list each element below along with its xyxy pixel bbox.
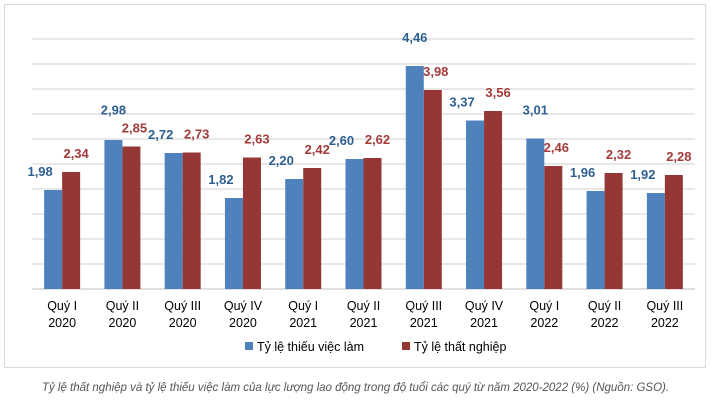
x-tick-label-year: 2020 [109,316,137,330]
data-label-unemployment: 3,56 [485,85,510,100]
data-label-unemployment: 2,73 [184,127,209,142]
x-tick-label-year: 2020 [169,316,197,330]
bar-underemployment [466,120,485,289]
data-label-unemployment: 2,34 [63,146,89,161]
chart-container: 1,98 2,34 2,98 2,85 2,72 2,73 1,82 2,63 2,20 2,42… [4,4,706,368]
legend-swatch-unemployment [402,342,410,350]
bar-unemployment [122,146,141,289]
x-tick-label-year: 2021 [289,316,317,330]
x-tick-label-quarter: Quý II [106,299,139,313]
bar-underemployment [405,66,424,289]
bar-underemployment [44,190,63,289]
x-tick-label-year: 2022 [530,316,558,330]
bar-unemployment [604,173,623,289]
bar-unemployment [423,90,442,289]
data-label-underemployment: 2,60 [329,133,354,148]
data-label-underemployment: 1,96 [570,165,595,180]
data-label-unemployment: 2,46 [544,140,569,155]
x-tick-label-year: 2021 [470,316,498,330]
legend-label-unemployment: Tỷ lệ thất nghiệp [414,340,506,354]
data-label-underemployment: 3,01 [523,103,548,118]
x-tick-label-year: 2021 [410,316,438,330]
bar-underemployment [224,198,243,289]
data-label-underemployment: 2,72 [148,127,173,142]
legend-label-underemployment: Tỷ lệ thiếu việc làm [257,340,364,354]
data-label-unemployment: 2,42 [305,142,330,157]
bar-underemployment [646,193,665,289]
bar-unemployment [363,158,382,289]
data-label-underemployment: 1,98 [27,164,52,179]
bar-unemployment [303,168,322,289]
bar-unemployment [182,152,201,289]
x-tick-label-year: 2021 [350,316,378,330]
legend-swatch-underemployment [245,342,253,350]
bar-unemployment [544,166,563,289]
bar-unemployment [664,175,683,289]
bar-underemployment [586,191,605,289]
data-label-unemployment: 2,32 [606,147,631,162]
data-label-unemployment: 3,98 [423,64,448,79]
x-tick-label-quarter: Quý II [588,299,621,313]
figure-caption: Tỷ lệ thất nghiệp và tỷ lệ thiếu việc là… [41,382,670,394]
x-tick-label-quarter: Quý III [405,299,442,313]
data-label-underemployment: 1,92 [630,167,655,182]
data-label-underemployment: 1,82 [208,172,233,187]
data-label-unemployment: 2,28 [666,149,691,164]
bar-unemployment [484,111,503,289]
data-label-underemployment: 4,46 [402,30,427,45]
x-tick-label-quarter: Quý I [288,299,318,313]
x-tick-label-year: 2022 [591,316,619,330]
x-tick-label-quarter: Quý III [646,299,683,313]
bar-underemployment [345,159,364,289]
bar-underemployment [104,140,123,289]
x-tick-label-year: 2020 [48,316,76,330]
data-label-underemployment: 2,98 [101,103,126,118]
x-tick-label-quarter: Quý II [347,299,380,313]
bar-unemployment [242,157,261,289]
bar-chart: 1,98 2,34 2,98 2,85 2,72 2,73 1,82 2,632,20 2,42… [27,30,695,354]
data-label-unemployment: 2,63 [244,132,269,147]
bar-underemployment [164,153,183,289]
data-label-unemployment: 2,62 [365,132,390,147]
data-label-unemployment: 2,85 [122,121,147,136]
bar-underemployment [526,138,545,289]
x-tick-label-quarter: Quý III [164,299,201,313]
x-tick-label-year: 2022 [651,316,679,330]
x-tick-label-year: 2020 [229,316,257,330]
x-tick-label-quarter: Quý IV [224,299,263,313]
x-tick-label-quarter: Quý IV [465,299,504,313]
bar-unemployment [62,172,81,289]
x-tick-label-quarter: Quý I [47,299,77,313]
bar-underemployment [285,179,304,289]
data-label-underemployment: 3,37 [449,95,474,110]
data-label-underemployment: 2,20 [269,153,294,168]
x-tick-label-quarter: Quý I [529,299,559,313]
